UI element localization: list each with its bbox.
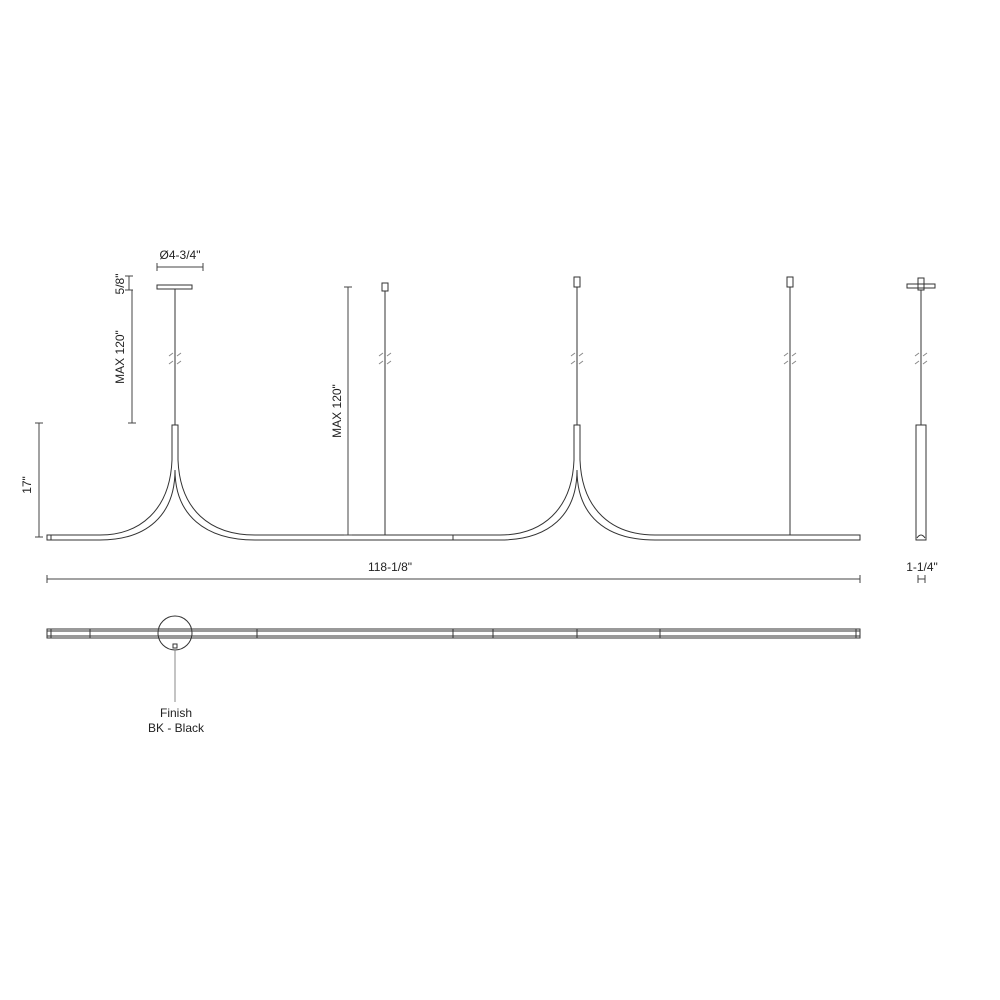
canopy-4: [786, 276, 794, 288]
overall-length-label: 118-1/8": [368, 560, 412, 574]
tube-diameter-label: 1-1/4": [906, 560, 938, 574]
finish-label: Finish: [160, 706, 192, 720]
max-cable-left-label: MAX 120": [113, 330, 127, 384]
side-view: [906, 277, 936, 541]
canopy-height-label: 5/8": [113, 274, 127, 295]
cable-break-marks: [168, 352, 928, 365]
max-cable-center-label: MAX 120": [330, 384, 344, 438]
dimension-lines: [35, 263, 926, 583]
canopy-2: [381, 282, 389, 292]
front-view: [46, 276, 928, 541]
top-view: [46, 615, 861, 651]
fixture-height-label: 17": [20, 476, 34, 494]
canopy-diameter-label: Ø4-3/4": [160, 248, 201, 262]
canopy-3: [573, 276, 581, 288]
finish-value: BK - Black: [148, 721, 205, 735]
canopy-left: [156, 284, 193, 290]
light-bar: [46, 424, 861, 541]
